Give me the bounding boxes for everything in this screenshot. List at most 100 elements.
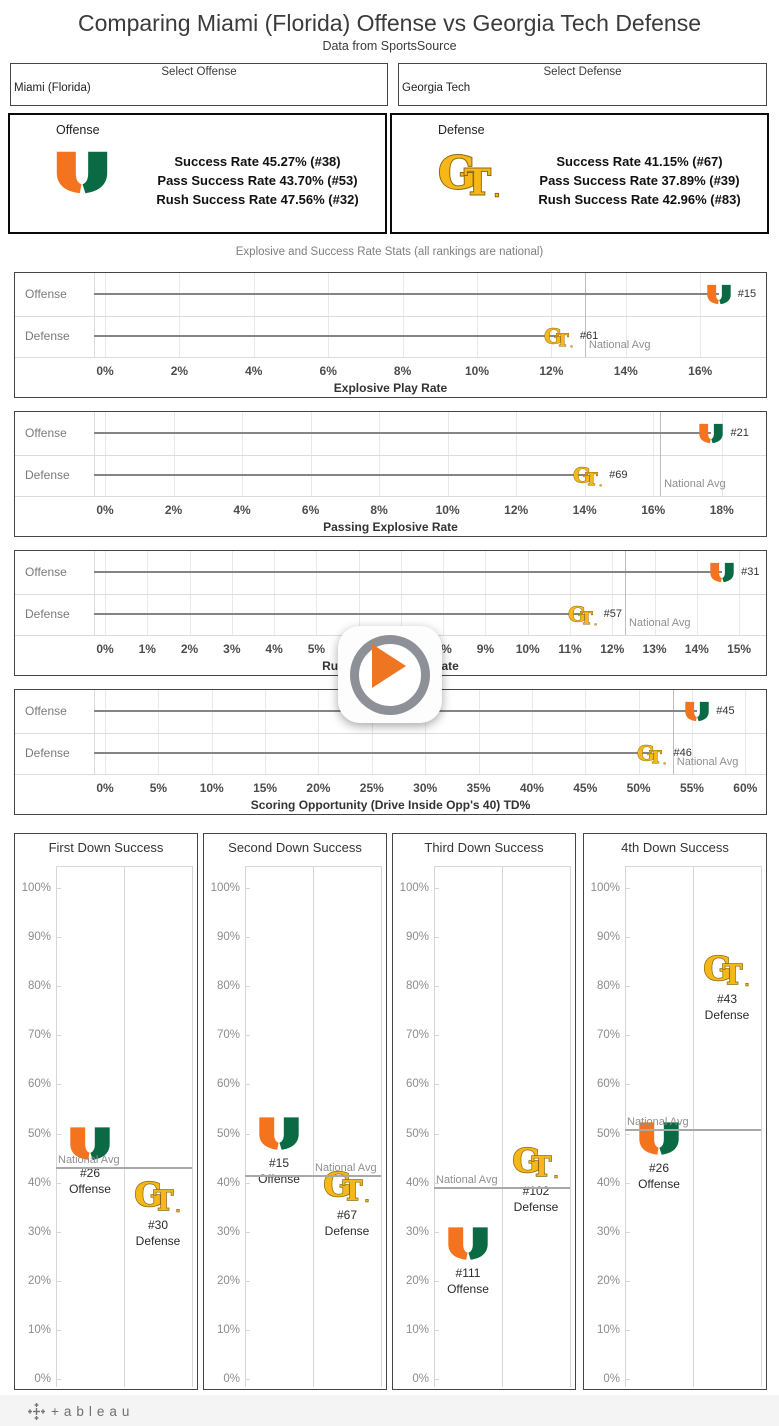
footer-bar: +ableau xyxy=(0,1395,779,1426)
national-avg-label: National Avg xyxy=(436,1174,498,1187)
x-tick-label: 5% xyxy=(149,781,168,795)
x-tick-label: 15% xyxy=(253,781,278,795)
x-tick-label: 6% xyxy=(301,503,320,517)
mark-label: #43 Defense xyxy=(705,991,750,1023)
national-avg-label: National Avg xyxy=(676,756,739,768)
gridline xyxy=(478,690,480,774)
mark-label: #26 Offense xyxy=(638,1160,680,1192)
y-tick-mark xyxy=(245,1133,250,1135)
miami-u-icon[interactable] xyxy=(257,1116,301,1156)
x-tick-label: 18% xyxy=(709,503,734,517)
miami-u-icon xyxy=(54,150,110,200)
gridline xyxy=(654,551,656,635)
svg-text:G: G xyxy=(637,742,655,765)
rank-label: #30 xyxy=(147,1217,169,1232)
miami-u-icon[interactable] xyxy=(698,423,724,449)
y-tick-label: 70% xyxy=(596,1029,620,1042)
tableau-logo[interactable]: +ableau xyxy=(28,1403,134,1420)
gridline xyxy=(745,690,747,774)
gridline xyxy=(551,273,553,357)
x-tick-label: 0% xyxy=(96,781,114,795)
y-tick-label: 100% xyxy=(399,882,429,894)
svg-text:T: T xyxy=(585,469,598,487)
y-tick-label: 100% xyxy=(210,882,240,894)
gridline xyxy=(371,690,373,774)
y-tick-label: 80% xyxy=(596,980,620,993)
x-tick-label: 13% xyxy=(642,642,667,656)
play-video-button[interactable] xyxy=(338,626,442,723)
miami-u-icon[interactable] xyxy=(709,562,735,588)
gridline xyxy=(310,412,312,496)
y-tick-mark xyxy=(434,1329,439,1331)
mark-label: #67 Defense xyxy=(325,1207,370,1239)
x-tick-label: 0% xyxy=(96,503,114,517)
svg-text:T: T xyxy=(650,747,663,765)
select-defense-label: Select Defense xyxy=(543,66,622,78)
play-icon xyxy=(372,644,406,688)
rank-label: #26 xyxy=(648,1160,670,1175)
svg-text:T: T xyxy=(556,330,569,348)
y-tick-mark xyxy=(245,1329,250,1331)
x-tick-label: 8% xyxy=(370,503,388,517)
gridline xyxy=(316,551,318,635)
rushing-explosive-rate-chart: Offense Defense #31 G T #57 National Avg 0% 1% 2%… xyxy=(14,550,767,676)
gridline xyxy=(425,690,427,774)
svg-text:G: G xyxy=(568,603,586,626)
defense-card-heading: Defense xyxy=(438,123,485,137)
national-avg-label: National Avg xyxy=(627,1115,689,1128)
gridline xyxy=(625,273,627,357)
x-tick-label: 11% xyxy=(558,642,582,656)
x-tick-label: 4% xyxy=(265,642,283,656)
y-tick-mark xyxy=(625,937,630,939)
third-down-success-chart: Third Down Success 0% 10% 20% 30% 40% 50% 60% 70… xyxy=(392,833,576,1390)
y-tick-label: 40% xyxy=(405,1176,429,1189)
y-tick-label: 100% xyxy=(590,882,620,894)
select-offense-value[interactable]: Miami (Florida) xyxy=(14,82,91,94)
select-defense-dropdown[interactable]: Select Defense Georgia Tech xyxy=(398,63,767,106)
gridline xyxy=(242,412,244,496)
gridline xyxy=(638,690,640,774)
select-offense-dropdown[interactable]: Select Offense Miami (Florida) xyxy=(10,63,388,106)
y-tick-label: 90% xyxy=(216,931,240,944)
national-avg-line xyxy=(245,1175,381,1178)
row-label-defense: Defense xyxy=(25,607,70,621)
miami-u-icon[interactable] xyxy=(446,1226,490,1266)
svg-text:T: T xyxy=(464,161,491,199)
national-avg-label: National Avg xyxy=(628,617,691,629)
y-tick-label: 20% xyxy=(596,1274,620,1287)
y-tick-mark xyxy=(625,986,630,988)
second-down-success-chart: Second Down Success 0% 10% 20% 30% 40% 50% 60% 7… xyxy=(203,833,387,1390)
x-tick-label: 16% xyxy=(641,503,666,517)
miami-u-icon[interactable] xyxy=(706,284,732,310)
gridline xyxy=(531,690,533,774)
plot-right-border xyxy=(570,866,571,1387)
axis-separator xyxy=(15,357,766,358)
miami-u-icon[interactable] xyxy=(684,701,710,727)
svg-text:G: G xyxy=(134,1177,162,1213)
page-title: Comparing Miami (Florida) Offense vs Geo… xyxy=(78,10,701,36)
y-tick-mark xyxy=(56,1329,61,1331)
panel-title: Third Down Success xyxy=(424,840,544,855)
y-tick-label: 30% xyxy=(216,1225,240,1238)
first-down-success-chart: First Down Success 0% 10% 20% 30% 40% 50% 60% 70… xyxy=(14,833,198,1390)
gridline xyxy=(147,551,149,635)
row-label-defense: Defense xyxy=(25,468,70,482)
select-defense-value[interactable]: Georgia Tech xyxy=(402,82,471,94)
scoring-opportunity-drive-inside-opp-s-40-td-chart: Offense Defense #45 G T #46 National Avg 0% 5% 10… xyxy=(14,689,767,815)
miami-u-icon[interactable] xyxy=(68,1126,112,1166)
offense-stat-lines: Success Rate 45.27% (#38) Pass Success R… xyxy=(156,154,359,207)
row-label-defense: Defense xyxy=(25,746,70,760)
y-tick-mark xyxy=(434,1133,439,1135)
gridline xyxy=(477,273,478,357)
rank-label: #46 xyxy=(673,747,692,759)
column-divider xyxy=(313,866,314,1387)
x-tick-label: 10% xyxy=(435,503,460,517)
